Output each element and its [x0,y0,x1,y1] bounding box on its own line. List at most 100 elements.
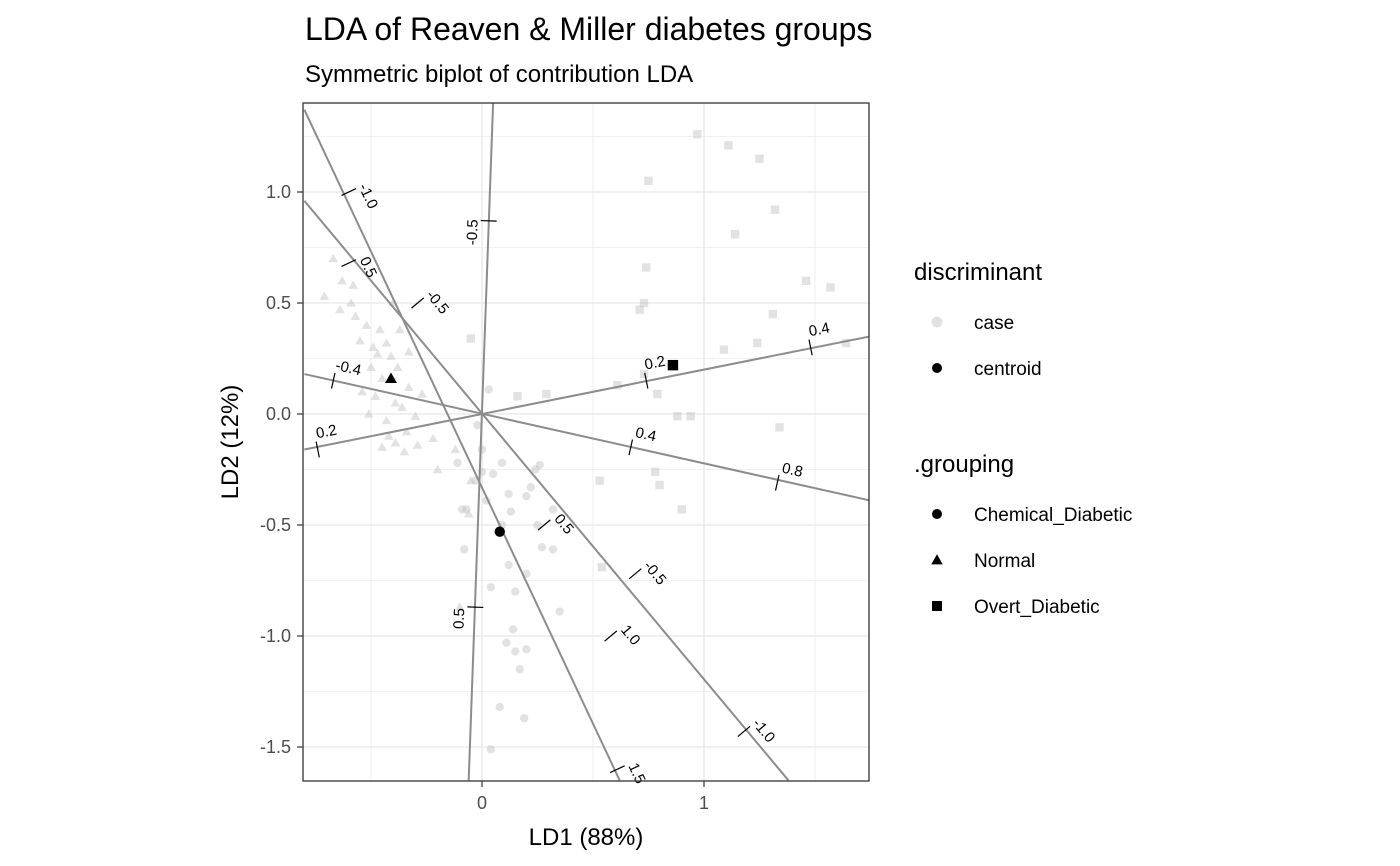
case-points [319,130,851,754]
case-point [826,283,835,292]
case-point [484,385,493,394]
case-point [502,638,511,647]
case-point [488,469,498,479]
variable-axis-label: 0.4 [634,424,658,445]
case-point [466,475,476,485]
case-point [412,440,423,449]
case-point [642,263,651,272]
case-point [361,320,372,329]
variable-axis-label: 0.5 [451,608,469,629]
case-point [383,431,394,440]
variable-axis-tick [644,372,649,389]
case-point [450,444,461,454]
legend-key [932,601,942,611]
panel-border [302,102,870,782]
case-point [511,587,520,596]
variable-axis-tick [537,519,551,531]
variable-axis-tick [609,765,625,774]
case-point [548,505,558,514]
variable-axis-tick [467,606,484,609]
case-point [335,304,345,314]
case-point [495,702,504,712]
chart-subtitle: Symmetric biplot of contribution LDA [305,61,693,88]
legend-key [931,316,943,328]
variable-axis-label: -0.4 [334,357,363,379]
variable-axes [303,103,869,781]
case-point [533,520,542,530]
case-point [508,625,518,634]
case-point [673,412,682,421]
case-point [462,505,471,514]
chart-title: LDA of Reaven & Miller diabetes groups [305,11,872,47]
case-point [531,465,540,474]
case-point [397,402,407,411]
case-point [357,386,367,396]
variable-axis-tick [808,339,813,356]
centroid-point [667,359,679,371]
case-point [639,298,649,308]
case-point [486,582,496,592]
case-point [319,291,330,300]
case-point [432,464,443,474]
variable-axis-label: 0.2 [315,422,339,443]
legend-title: .grouping [914,451,1014,478]
case-point [511,647,520,656]
legend-key [932,363,942,373]
case-point [555,607,564,616]
case-point [390,438,401,447]
case-point [377,442,387,451]
case-point [775,423,784,432]
case-point [801,276,811,285]
case-point [428,433,438,443]
variable-axis-tick [341,259,357,267]
case-point [635,305,644,314]
y-tick-label: -1.0 [260,626,291,646]
y-tick-label: 0.5 [266,293,291,313]
case-point [473,420,482,430]
variable-axis-tick [330,372,336,389]
case-point [460,545,469,554]
case-point [466,334,476,343]
y-tick-label: -0.5 [260,515,291,535]
case-point [653,389,662,399]
case-point [513,392,522,401]
legend-label: Normal [974,551,1035,572]
case-point [504,560,513,570]
variable-axis-tick [341,188,357,196]
case-point [768,309,778,319]
centroid-point [494,526,505,537]
y-tick-label: 0.0 [266,404,291,424]
variable-axis-label: 0.5 [356,254,380,280]
case-point [463,509,474,518]
case-point [417,389,427,398]
case-point [841,338,851,348]
legend-key [931,554,943,565]
case-point [522,491,531,501]
legend-title: discriminant [914,259,1042,286]
case-point [395,324,405,334]
variable-axis-tick [774,474,780,491]
case-point [370,391,381,400]
variable-axis-line [303,109,621,781]
variable-axis-tick [737,725,751,738]
axis-ticks: 0 1 1.0 0.5 0.0 -0.5 -1.0 -1.5 [260,182,709,813]
y-axis-title: LD2 (12%) [217,385,244,500]
legend: discriminant case centroid .grouping Chemica… [914,259,1132,618]
variable-axis-tick [628,439,634,456]
case-point [724,141,733,150]
case-point [377,373,387,383]
case-point [755,154,764,163]
case-point [548,545,558,554]
case-point [542,389,551,399]
case-point [454,602,465,611]
variable-axis-line [467,103,495,781]
legend-label: Overt_Diabetic [974,597,1100,618]
legend-label: Chemical_Diabetic [974,505,1132,526]
case-point [686,412,695,421]
case-point [650,467,660,476]
variable-axis-label: -0.5 [422,287,452,318]
variable-axis-label: 0.2 [643,353,667,374]
case-point [497,458,507,468]
case-point [526,483,536,492]
